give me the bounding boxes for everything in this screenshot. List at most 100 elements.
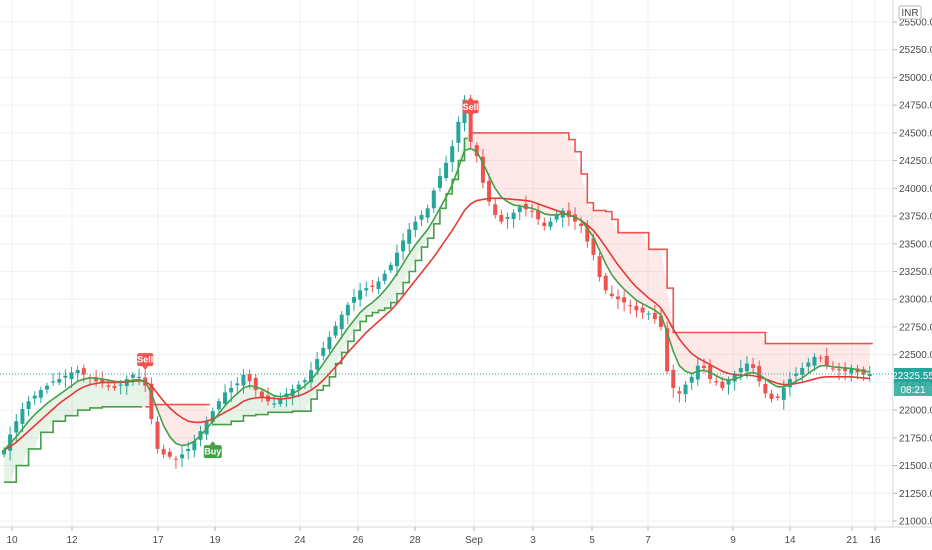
candlestick-series: [2, 94, 872, 469]
sell-signal[interactable]: Sell: [463, 100, 479, 118]
candle-body: [253, 377, 258, 391]
candle-body: [683, 384, 688, 395]
candle: [106, 379, 111, 391]
buy-signal[interactable]: Buy: [203, 441, 222, 459]
candle: [339, 311, 344, 340]
currency-badge[interactable]: [898, 5, 922, 20]
candle-body: [554, 214, 559, 220]
candle: [358, 283, 363, 307]
y-tick-label: 22750.00: [899, 322, 932, 333]
candle-body: [480, 156, 485, 183]
signal-label: Buy: [204, 447, 221, 457]
candle-body: [511, 212, 516, 220]
candle: [560, 207, 565, 228]
candle-body: [468, 98, 473, 142]
stop-fill-segment: [4, 377, 146, 483]
y-tick-label: 21500.00: [899, 461, 932, 472]
candle-body: [137, 376, 142, 378]
candle-body: [437, 176, 442, 188]
candle-body: [818, 357, 823, 359]
candle-body: [867, 374, 872, 376]
x-tick-label: 12: [66, 535, 78, 546]
candle-body: [837, 369, 842, 371]
y-tick-label: 25000.00: [899, 73, 932, 84]
candle-body: [701, 365, 706, 368]
sell-signal[interactable]: Sell: [137, 353, 153, 371]
candle-body: [382, 273, 387, 281]
candle: [253, 374, 258, 397]
y-tick-label: 24750.00: [899, 101, 932, 112]
candle: [689, 374, 694, 390]
candle: [63, 369, 68, 388]
y-tick-label: 23750.00: [899, 212, 932, 223]
candle-body: [278, 399, 283, 405]
y-tick-label: 23000.00: [899, 295, 932, 306]
currency-label: INR: [901, 8, 918, 19]
candle: [161, 444, 166, 459]
x-tick-label: 16: [869, 535, 881, 546]
candle-body: [401, 240, 406, 252]
x-tick-label: Sep: [465, 535, 483, 546]
candle-body: [14, 421, 19, 433]
candle-body: [634, 305, 639, 311]
x-tick-label: 26: [352, 535, 364, 546]
x-tick-label: 10: [6, 535, 18, 546]
candle: [223, 384, 228, 407]
x-tick-label: 7: [645, 535, 651, 546]
x-tick-label: 19: [209, 535, 221, 546]
candle: [388, 262, 393, 274]
candle-body: [223, 392, 228, 404]
candle-body: [622, 297, 627, 303]
price-axis[interactable]: [893, 0, 932, 527]
candle-body: [339, 314, 344, 330]
candle: [32, 391, 37, 405]
candle-body: [738, 367, 743, 373]
time-axis-ticks: 10 12 17 19 24 26 28 Sep 3 5 7 9 14 16 21: [6, 527, 881, 546]
candle-body: [431, 190, 436, 209]
candle: [401, 233, 406, 261]
candle-body: [585, 225, 590, 242]
candle-body: [407, 229, 412, 244]
candle-body: [843, 367, 848, 372]
candle: [216, 398, 221, 413]
y-tick-label: 23250.00: [899, 267, 932, 278]
candle: [677, 386, 682, 403]
candle-body: [665, 328, 670, 372]
x-tick-label: 9: [730, 535, 736, 546]
candle-body: [646, 313, 651, 315]
candle: [628, 299, 633, 314]
candle: [137, 368, 142, 386]
candle-body: [167, 451, 172, 457]
stop-fill-segment: [145, 381, 213, 446]
candle-body: [597, 256, 602, 278]
y-tick-label: 24500.00: [899, 128, 932, 139]
candle: [480, 148, 485, 189]
candle: [394, 244, 399, 277]
candle: [554, 211, 559, 223]
candle: [530, 203, 535, 218]
candle-body: [345, 304, 350, 316]
candle: [763, 379, 768, 399]
candle-body: [321, 348, 326, 356]
x-tick-label: 14: [784, 535, 796, 546]
candle-body: [616, 296, 620, 300]
candle-body: [609, 293, 614, 296]
candle: [296, 380, 301, 398]
candle: [333, 321, 338, 339]
candle: [382, 270, 387, 285]
candle: [302, 377, 307, 390]
candle: [321, 341, 326, 361]
candle: [867, 365, 872, 382]
candle-body: [517, 207, 522, 213]
candle: [235, 377, 240, 395]
candle: [769, 389, 774, 403]
candle: [413, 216, 418, 238]
candle-body: [351, 297, 356, 303]
candle-body: [487, 180, 492, 202]
candle: [616, 289, 620, 310]
candle-body: [364, 288, 369, 291]
candle-body: [425, 208, 430, 218]
candle-body: [652, 312, 657, 320]
candle: [425, 204, 430, 224]
